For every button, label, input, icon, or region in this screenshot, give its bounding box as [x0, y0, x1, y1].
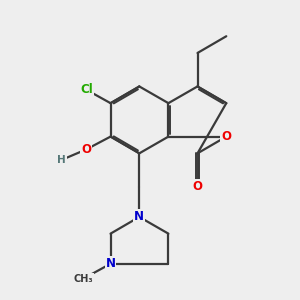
- Text: Cl: Cl: [80, 83, 93, 96]
- Text: N: N: [134, 210, 144, 224]
- Text: O: O: [193, 180, 202, 193]
- Text: O: O: [221, 130, 231, 143]
- Text: CH₃: CH₃: [73, 274, 93, 284]
- Text: H: H: [57, 155, 66, 165]
- Text: N: N: [106, 257, 116, 270]
- Text: O: O: [81, 143, 92, 156]
